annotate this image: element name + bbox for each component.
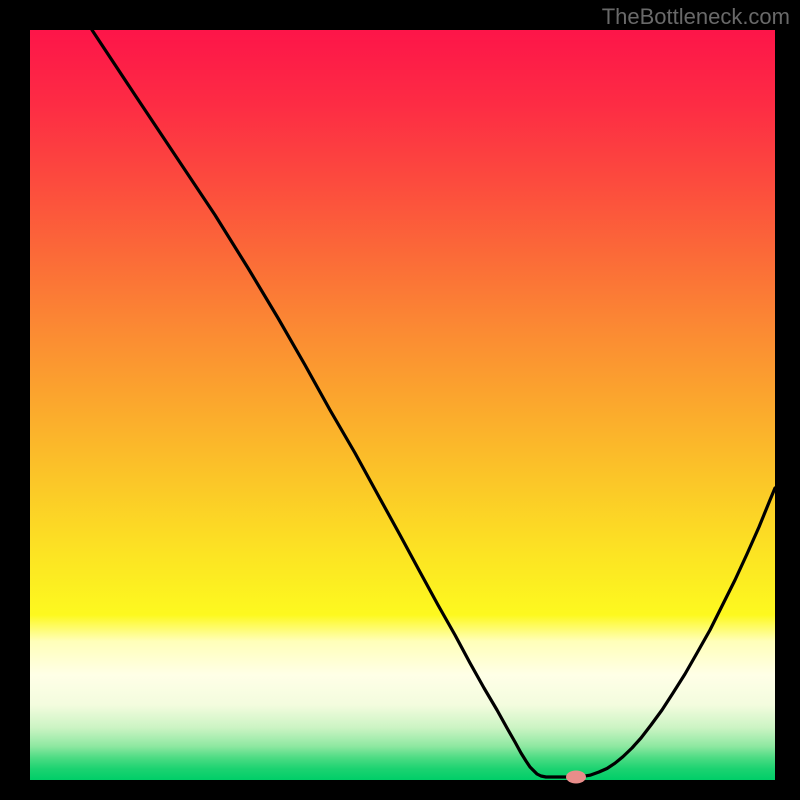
bottleneck-chart (0, 0, 800, 800)
optimum-marker (566, 771, 586, 784)
watermark-label: TheBottleneck.com (602, 4, 790, 30)
chart-plot-background (30, 30, 775, 780)
